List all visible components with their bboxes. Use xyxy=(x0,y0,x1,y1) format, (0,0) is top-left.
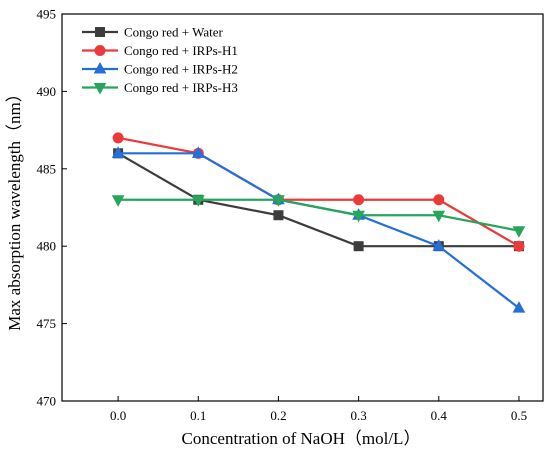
y-tick-label: 475 xyxy=(37,316,57,331)
data-point xyxy=(112,132,124,144)
legend-label: Congo red + IRPs-H1 xyxy=(124,43,238,58)
x-tick-label: 0.2 xyxy=(270,408,286,423)
plot-frame xyxy=(61,13,544,402)
data-point xyxy=(111,195,125,207)
x-tick-label: 0.4 xyxy=(431,408,448,423)
series-2 xyxy=(112,132,525,252)
data-point xyxy=(353,194,365,206)
data-point xyxy=(191,146,205,158)
y-tick-label: 490 xyxy=(37,84,57,99)
axis-ticks: 470 475 480 485 490 495 0.0 0.1 0.2 0.3 0.4 0.5 xyxy=(37,7,528,424)
legend-item: Congo red + Water xyxy=(82,25,223,40)
legend-swatch-marker xyxy=(94,45,106,56)
legend-label: Congo red + IRPs-H3 xyxy=(124,80,238,95)
data-point xyxy=(111,146,125,158)
series-4 xyxy=(111,195,526,238)
series-line xyxy=(117,136,520,248)
y-axis-title: Max absorption wavelength（nm） xyxy=(5,85,24,331)
legend-item: Congo red + IRPs-H3 xyxy=(82,80,238,95)
data-point xyxy=(352,210,365,223)
data-point xyxy=(432,210,446,223)
y-tick-label: 495 xyxy=(37,7,57,22)
y-tick-label: 485 xyxy=(37,161,57,176)
legend-item: Congo red + IRPs-H1 xyxy=(82,43,238,58)
x-axis-title: Concentration of NaOH（mol/L） xyxy=(182,429,421,448)
legend-label: Congo red + IRPs-H2 xyxy=(124,62,238,77)
data-point xyxy=(513,240,525,252)
legend: Congo red + Water Congo red + IRPs-H1 Cong… xyxy=(82,25,238,95)
y-tick-label: 470 xyxy=(37,394,57,409)
legend-swatch-marker xyxy=(95,27,105,37)
legend-item: Congo red + IRPs-H2 xyxy=(82,62,238,77)
data-point xyxy=(353,241,364,252)
data-point xyxy=(433,194,445,206)
data-point xyxy=(273,210,284,221)
legend-label: Congo red + Water xyxy=(124,25,223,40)
y-tick-label: 480 xyxy=(37,239,57,254)
data-point xyxy=(512,301,526,313)
series-line xyxy=(117,152,519,248)
legend-swatch-marker xyxy=(93,61,107,74)
data-point xyxy=(191,195,205,207)
legend-swatch-marker xyxy=(93,83,107,95)
data-point xyxy=(432,239,446,251)
series-layer xyxy=(111,132,526,313)
x-tick-label: 0.5 xyxy=(511,408,527,423)
series-line xyxy=(118,198,520,232)
x-tick-label: 0.3 xyxy=(350,408,366,423)
data-point xyxy=(272,195,285,207)
x-tick-label: 0.1 xyxy=(190,408,206,423)
data-point xyxy=(512,226,526,238)
x-tick-label: 0.0 xyxy=(110,408,126,423)
